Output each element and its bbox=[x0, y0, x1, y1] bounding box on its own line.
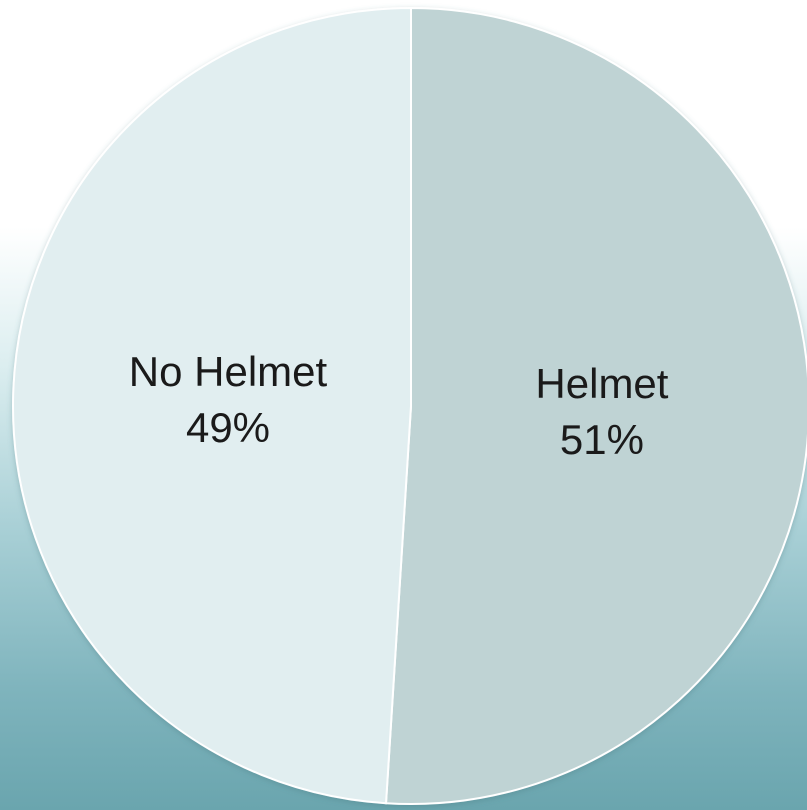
pie-label-helmet: Helmet 51% bbox=[535, 360, 668, 463]
pie-slices bbox=[12, 6, 807, 805]
slice-category-label: Helmet bbox=[535, 360, 668, 407]
slice-category-label: No Helmet bbox=[129, 348, 328, 395]
pie-slice-helmet bbox=[384, 6, 807, 805]
pie-slice-no-helmet bbox=[12, 6, 412, 805]
pie-labels: Helmet 51% No Helmet 49% bbox=[129, 348, 669, 463]
pie-label-no-helmet: No Helmet 49% bbox=[129, 348, 328, 451]
slice-percent-label: 49% bbox=[186, 404, 270, 451]
slice-percent-label: 51% bbox=[560, 416, 644, 463]
